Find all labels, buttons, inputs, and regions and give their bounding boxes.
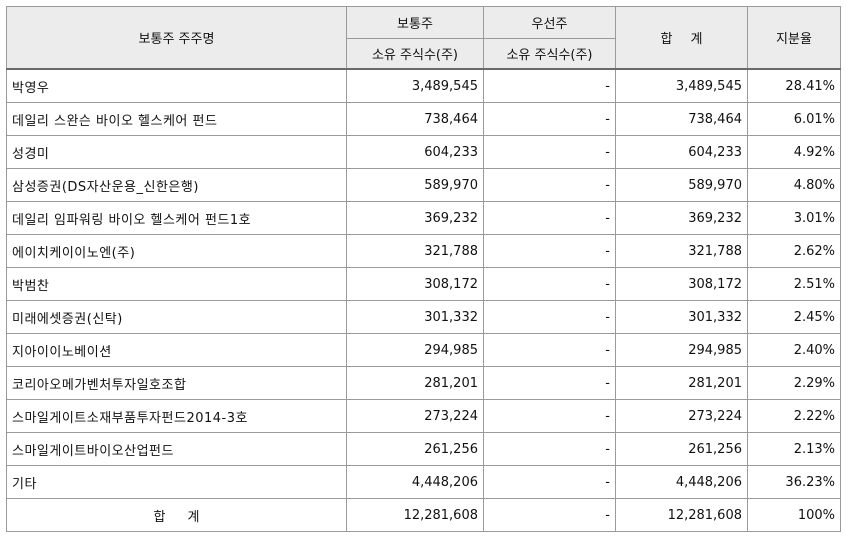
preferred-shares-cell: - (483, 300, 616, 334)
preferred-shares-cell: - (483, 432, 616, 466)
total-shares-cell: 308,172 (615, 267, 748, 301)
table-row: 미래에셋증권(신탁) 301,332-301,332 2.45% (6, 300, 841, 334)
common-shares-cell: 273,224 (346, 399, 484, 433)
common-shares-cell: 738,464 (346, 102, 484, 136)
table-row: 데일리 임파워링 바이오 헬스케어 펀드1호 369,232-369,232 3.0… (6, 201, 841, 235)
preferred-shares-cell: - (483, 267, 616, 301)
shareholder-name-cell: 기타 (6, 465, 347, 499)
common-shares-cell: 3,489,545 (346, 68, 484, 103)
table-header: 보통주 주주명 보통주 우선주 합 계 지분율 소유 주식수(주) 소유 주식수… (6, 6, 841, 70)
header-shareholder-name: 보통주 주주명 (6, 6, 347, 70)
preferred-shares-cell: - (483, 366, 616, 400)
table-body: 박영우 3,489,545-3,489,545 28.41% 데일리 스완슨 바이오 … (6, 68, 841, 532)
total-shares-cell: 589,970 (615, 168, 748, 202)
table-row: 박영우 3,489,545-3,489,545 28.41% (6, 68, 841, 103)
header-preferred-shares-owned: 소유 주식수(주) (483, 38, 616, 70)
total-shares-cell: 261,256 (615, 432, 748, 466)
total-row: 합 계 12,281,608-12,281,608 100% (6, 498, 841, 532)
table-row: 기타 4,448,206-4,448,206 36.23% (6, 465, 841, 499)
table-row: 삼성증권(DS자산운용_신한은행) 589,970-589,970 4.80% (6, 168, 841, 202)
shareholder-name-cell: 데일리 스완슨 바이오 헬스케어 펀드 (6, 102, 347, 136)
shareholder-name-cell: 데일리 임파워링 바이오 헬스케어 펀드1호 (6, 201, 347, 235)
preferred-shares-cell: - (483, 135, 616, 169)
table-row: 박범찬 308,172-308,172 2.51% (6, 267, 841, 301)
preferred-shares-cell: - (483, 399, 616, 433)
header-ratio: 지분율 (747, 6, 841, 70)
shareholder-name-cell: 합 계 (6, 498, 347, 532)
common-shares-cell: 589,970 (346, 168, 484, 202)
total-shares-cell: 281,201 (615, 366, 748, 400)
shareholder-name-cell: 미래에셋증권(신탁) (6, 300, 347, 334)
shareholder-name-cell: 에이치케이이노엔(주) (6, 234, 347, 268)
ownership-ratio-cell: 2.40% (747, 333, 841, 367)
table-row: 에이치케이이노엔(주) 321,788-321,788 2.62% (6, 234, 841, 268)
preferred-shares-cell: - (483, 498, 616, 532)
ownership-ratio-cell: 2.62% (747, 234, 841, 268)
total-shares-cell: 3,489,545 (615, 68, 748, 103)
shareholder-name-cell: 박범찬 (6, 267, 347, 301)
ownership-ratio-cell: 2.51% (747, 267, 841, 301)
shareholder-name-cell: 성경미 (6, 135, 347, 169)
shareholder-name-cell: 삼성증권(DS자산운용_신한은행) (6, 168, 347, 202)
preferred-shares-cell: - (483, 465, 616, 499)
preferred-shares-cell: - (483, 333, 616, 367)
preferred-shares-cell: - (483, 68, 616, 103)
header-total: 합 계 (615, 6, 748, 70)
total-shares-cell: 294,985 (615, 333, 748, 367)
ownership-ratio-cell: 100% (747, 498, 841, 532)
total-shares-cell: 604,233 (615, 135, 748, 169)
total-shares-cell: 273,224 (615, 399, 748, 433)
common-shares-cell: 308,172 (346, 267, 484, 301)
common-shares-cell: 321,788 (346, 234, 484, 268)
total-shares-cell: 301,332 (615, 300, 748, 334)
preferred-shares-cell: - (483, 102, 616, 136)
table-row: 지아이이노베이션 294,985-294,985 2.40% (6, 333, 841, 367)
total-shares-cell: 321,788 (615, 234, 748, 268)
ownership-ratio-cell: 4.80% (747, 168, 841, 202)
total-shares-cell: 12,281,608 (615, 498, 748, 532)
common-shares-cell: 4,448,206 (346, 465, 484, 499)
table-row: 데일리 스완슨 바이오 헬스케어 펀드 738,464-738,464 6.01% (6, 102, 841, 136)
ownership-ratio-cell: 2.29% (747, 366, 841, 400)
header-preferred-stock: 우선주 (483, 6, 616, 39)
table-row: 코리아오메가벤처투자일호조합 281,201-281,201 2.29% (6, 366, 841, 400)
ownership-ratio-cell: 6.01% (747, 102, 841, 136)
shareholder-name-cell: 박영우 (6, 68, 347, 103)
common-shares-cell: 281,201 (346, 366, 484, 400)
total-shares-cell: 4,448,206 (615, 465, 748, 499)
ownership-ratio-cell: 2.45% (747, 300, 841, 334)
common-shares-cell: 12,281,608 (346, 498, 484, 532)
ownership-ratio-cell: 2.22% (747, 399, 841, 433)
common-shares-cell: 369,232 (346, 201, 484, 235)
table-row: 스마일게이트바이오산업펀드 261,256-261,256 2.13% (6, 432, 841, 466)
shareholder-table: 보통주 주주명 보통주 우선주 합 계 지분율 소유 주식수(주) 소유 주식수… (6, 6, 841, 532)
ownership-ratio-cell: 4.92% (747, 135, 841, 169)
common-shares-cell: 261,256 (346, 432, 484, 466)
preferred-shares-cell: - (483, 234, 616, 268)
shareholder-name-cell: 스마일게이트바이오산업펀드 (6, 432, 347, 466)
preferred-shares-cell: - (483, 168, 616, 202)
preferred-shares-cell: - (483, 201, 616, 235)
shareholder-name-cell: 코리아오메가벤처투자일호조합 (6, 366, 347, 400)
shareholder-table-container: 보통주 주주명 보통주 우선주 합 계 지분율 소유 주식수(주) 소유 주식수… (6, 6, 841, 532)
common-shares-cell: 294,985 (346, 333, 484, 367)
ownership-ratio-cell: 2.13% (747, 432, 841, 466)
ownership-ratio-cell: 3.01% (747, 201, 841, 235)
shareholder-name-cell: 지아이이노베이션 (6, 333, 347, 367)
total-shares-cell: 738,464 (615, 102, 748, 136)
ownership-ratio-cell: 28.41% (747, 68, 841, 103)
ownership-ratio-cell: 36.23% (747, 465, 841, 499)
header-common-stock: 보통주 (346, 6, 484, 39)
common-shares-cell: 604,233 (346, 135, 484, 169)
shareholder-name-cell: 스마일게이트소재부품투자펀드2014-3호 (6, 399, 347, 433)
total-shares-cell: 369,232 (615, 201, 748, 235)
table-row: 스마일게이트소재부품투자펀드2014-3호 273,224-273,224 2.22… (6, 399, 841, 433)
table-row: 성경미 604,233-604,233 4.92% (6, 135, 841, 169)
common-shares-cell: 301,332 (346, 300, 484, 334)
header-common-shares-owned: 소유 주식수(주) (346, 38, 484, 70)
